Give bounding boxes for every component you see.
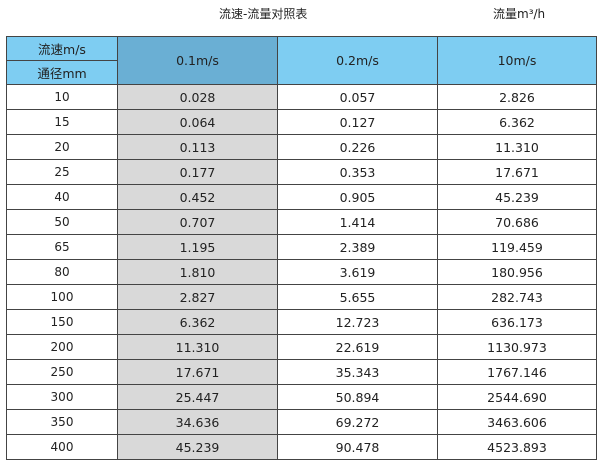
flow-cell: 12.723 [277, 309, 438, 335]
flow-cell: 0.226 [277, 134, 438, 160]
diameter-cell: 100 [6, 284, 118, 310]
table-row: 40 0.452 0.905 45.239 [6, 184, 597, 210]
flow-cell: 2544.690 [437, 384, 597, 410]
flow-cell: 4523.893 [437, 434, 597, 460]
diameter-cell: 40 [6, 184, 118, 210]
flow-cell: 282.743 [437, 284, 597, 310]
flow-cell: 22.619 [277, 334, 438, 360]
flow-cell: 119.459 [437, 234, 597, 260]
table-row: 300 25.447 50.894 2544.690 [6, 384, 597, 410]
flow-cell: 0.113 [117, 134, 278, 160]
header-row: 流速m/s 0.1m/s 0.2m/s 10m/s [6, 36, 597, 85]
table-row: 20 0.113 0.226 11.310 [6, 134, 597, 160]
flow-cell: 0.028 [117, 84, 278, 110]
table-row: 25 0.177 0.353 17.671 [6, 159, 597, 185]
flow-cell: 2.827 [117, 284, 278, 310]
column-header-10: 10m/s [437, 36, 597, 85]
flow-cell: 45.239 [437, 184, 597, 210]
flow-cell: 0.707 [117, 209, 278, 235]
flow-cell: 2.389 [277, 234, 438, 260]
table-title: 流速-流量对照表 [219, 7, 308, 21]
velocity-header: 流速m/s [6, 36, 118, 61]
flow-cell: 3.619 [277, 259, 438, 285]
flow-cell: 45.239 [117, 434, 278, 460]
flow-cell: 90.478 [277, 434, 438, 460]
flow-cell: 1.195 [117, 234, 278, 260]
flow-cell: 636.173 [437, 309, 597, 335]
diameter-cell: 350 [6, 409, 118, 435]
flow-cell: 35.343 [277, 359, 438, 385]
table-row: 50 0.707 1.414 70.686 [6, 209, 597, 235]
diameter-cell: 200 [6, 334, 118, 360]
table-row: 350 34.636 69.272 3463.606 [6, 409, 597, 435]
flow-cell: 50.894 [277, 384, 438, 410]
flow-cell: 34.636 [117, 409, 278, 435]
flow-cell: 0.353 [277, 159, 438, 185]
diameter-header: 通径mm [6, 60, 118, 85]
flow-cell: 17.671 [437, 159, 597, 185]
flow-cell: 1767.146 [437, 359, 597, 385]
diameter-cell: 50 [6, 209, 118, 235]
diameter-cell: 250 [6, 359, 118, 385]
table-row: 80 1.810 3.619 180.956 [6, 259, 597, 285]
column-header-0.2: 0.2m/s [277, 36, 438, 85]
flow-cell: 11.310 [117, 334, 278, 360]
diameter-cell: 65 [6, 234, 118, 260]
flow-cell: 0.127 [277, 109, 438, 135]
diameter-cell: 300 [6, 384, 118, 410]
diameter-cell: 80 [6, 259, 118, 285]
flow-cell: 180.956 [437, 259, 597, 285]
flow-cell: 0.057 [277, 84, 438, 110]
flow-cell: 5.655 [277, 284, 438, 310]
diameter-cell: 400 [6, 434, 118, 460]
flow-cell: 3463.606 [437, 409, 597, 435]
flow-cell: 0.064 [117, 109, 278, 135]
flow-cell: 70.686 [437, 209, 597, 235]
table-row: 100 2.827 5.655 282.743 [6, 284, 597, 310]
flow-cell: 2.826 [437, 84, 597, 110]
diameter-cell: 15 [6, 109, 118, 135]
flow-cell: 1.810 [117, 259, 278, 285]
flow-cell: 6.362 [437, 109, 597, 135]
flow-cell: 0.452 [117, 184, 278, 210]
table-row: 15 0.064 0.127 6.362 [6, 109, 597, 135]
velocity-flow-table: 流速m/s 0.1m/s 0.2m/s 10m/s 通径mm 10 0.028 0.… [6, 36, 597, 460]
flow-cell: 1130.973 [437, 334, 597, 360]
header-row-2: 通径mm [6, 60, 597, 85]
diameter-cell: 20 [6, 134, 118, 160]
table-row: 250 17.671 35.343 1767.146 [6, 359, 597, 385]
flow-cell: 6.362 [117, 309, 278, 335]
flow-cell: 0.905 [277, 184, 438, 210]
diameter-cell: 150 [6, 309, 118, 335]
column-header-0.1: 0.1m/s [117, 36, 278, 85]
diameter-cell: 10 [6, 84, 118, 110]
table-row: 10 0.028 0.057 2.826 [6, 84, 597, 110]
table-row: 65 1.195 2.389 119.459 [6, 234, 597, 260]
flow-cell: 69.272 [277, 409, 438, 435]
flow-unit-label: 流量m³/h [493, 7, 546, 21]
flow-cell: 25.447 [117, 384, 278, 410]
diameter-cell: 25 [6, 159, 118, 185]
flow-cell: 1.414 [277, 209, 438, 235]
table-row: 150 6.362 12.723 636.173 [6, 309, 597, 335]
table-row: 400 45.239 90.478 4523.893 [6, 434, 597, 460]
table-row: 200 11.310 22.619 1130.973 [6, 334, 597, 360]
flow-cell: 17.671 [117, 359, 278, 385]
flow-cell: 0.177 [117, 159, 278, 185]
flow-cell: 11.310 [437, 134, 597, 160]
